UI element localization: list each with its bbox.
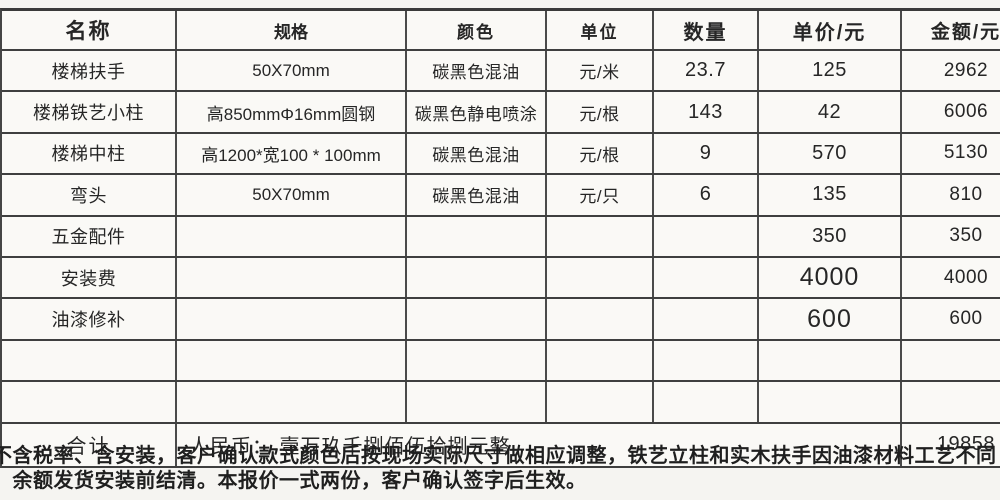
table-cell: 元/米: [547, 51, 654, 91]
table-cell: 350: [902, 217, 1000, 256]
row-label: 五金配件: [2, 216, 177, 256]
table-cell: 4000: [902, 258, 1000, 297]
table-cell: 高850mmΦ16mm圆钢: [177, 92, 407, 132]
table-cell: 42: [759, 92, 902, 132]
column-header: 名称: [2, 11, 177, 49]
table-cell: [547, 216, 654, 256]
row-label: 楼梯中柱: [2, 133, 177, 174]
table-row: 楼梯铁艺小柱 高850mmΦ16mm圆钢 碳黑色静电喷涂 元/根 143 42 6006: [2, 92, 1000, 134]
table-cell: [407, 340, 547, 381]
row-label: 安装费: [2, 257, 177, 298]
note-line-2: ，余额发货安装前结清。本报价一式两份，客户确认签字后生效。: [0, 470, 587, 492]
note-line-1: 不含税率、含安装，客户确认款式颜色后按现场实际尺寸做相应调整，铁艺立柱和实木扶手…: [0, 445, 997, 467]
table-cell: [759, 382, 902, 422]
table-total-row: 合计 人民币： 壹万玖千捌佰伍拾捌元整 19858: [2, 423, 1000, 468]
table-cell: [654, 299, 759, 339]
table-row: 楼梯中柱 高1200*宽100 * 100mm 碳黑色混油 元/根 9 570 5130: [2, 133, 1000, 176]
table-cell: 50X70mm: [177, 51, 407, 91]
table-cell: 570: [759, 133, 902, 174]
table-cell: 6006: [902, 92, 1000, 131]
table-cell: 碳黑色混油: [407, 51, 547, 91]
row-label: 油漆修补: [2, 299, 177, 339]
table-cell: 4000: [759, 257, 902, 298]
table-cell: [177, 257, 407, 298]
quotation-table: 名称 规格 颜色 单位 数量 单价/元 金额/元 楼梯扶手 50X70mm 碳黑色混油 元/米 23…: [0, 8, 1000, 468]
table-cell: 碳黑色静电喷涂: [407, 92, 547, 132]
row-label: [2, 340, 177, 381]
table-cell: [177, 340, 407, 381]
table-row: 弯头 50X70mm 碳黑色混油 元/只 6 135 810: [2, 175, 1000, 217]
table-cell: 碳黑色混油: [407, 175, 547, 215]
table-cell: 350: [759, 216, 902, 256]
table-cell: 碳黑色混油: [407, 133, 547, 174]
table-row: 楼梯扶手 50X70mm 碳黑色混油 元/米 23.7 125 2962: [2, 51, 1000, 93]
table-cell: [547, 257, 654, 298]
table-cell: 135: [759, 175, 902, 215]
table-cell: [547, 299, 654, 339]
column-header: 单位: [547, 11, 654, 49]
table-cell: [759, 340, 902, 381]
row-label: 楼梯铁艺小柱: [2, 92, 177, 132]
column-header: 单价/元: [759, 11, 902, 49]
table-cell: [547, 382, 654, 422]
table-header-row: 名称 规格 颜色 单位 数量 单价/元 金额/元: [2, 11, 1000, 51]
table-cell: [177, 299, 407, 339]
table-cell: 9: [654, 133, 759, 174]
table-cell: [654, 216, 759, 256]
table-cell: [902, 341, 1000, 380]
table-row: 五金配件 350 350: [2, 216, 1000, 258]
table-cell: 2962: [902, 51, 1000, 90]
table-cell: [407, 257, 547, 298]
table-cell: 6: [654, 175, 759, 215]
table-cell: 5130: [902, 134, 1000, 173]
table-cell: 143: [654, 92, 759, 132]
table-cell: 125: [759, 51, 902, 91]
table-cell: [547, 340, 654, 381]
column-header: 金额/元: [902, 11, 1000, 49]
table-cell: 810: [902, 175, 1000, 214]
table-cell: [902, 382, 1000, 421]
total-amount-in-words: 人民币： 壹万玖千捌佰伍拾捌元整: [177, 423, 902, 466]
table-cell: 50X70mm: [177, 175, 407, 215]
row-label: 楼梯扶手: [2, 51, 177, 91]
column-header: 规格: [177, 11, 407, 49]
table-row: [2, 382, 1000, 424]
table-cell: 600: [759, 299, 902, 339]
total-label: 合计: [2, 423, 177, 466]
total-amount-value: 19858: [902, 424, 1000, 466]
table-cell: 元/根: [547, 133, 654, 174]
column-header: 数量: [654, 11, 759, 49]
table-cell: 600: [902, 299, 1000, 338]
table-cell: [407, 299, 547, 339]
table-row: 安装费 4000 4000: [2, 257, 1000, 300]
table-cell: [177, 216, 407, 256]
table-cell: [654, 257, 759, 298]
table-cell: 元/根: [547, 92, 654, 132]
table-body: 楼梯扶手 50X70mm 碳黑色混油 元/米 23.7 125 2962 楼梯铁艺小柱 高850…: [2, 51, 1000, 424]
table-cell: 高1200*宽100 * 100mm: [177, 133, 407, 174]
table-row: 油漆修补 600 600: [2, 299, 1000, 341]
column-header: 颜色: [407, 11, 547, 49]
row-label: 弯头: [2, 175, 177, 215]
table-cell: [654, 382, 759, 422]
table-cell: [407, 382, 547, 422]
table-cell: [407, 216, 547, 256]
table-cell: 元/只: [547, 175, 654, 215]
table-cell: [177, 382, 407, 422]
row-label: [2, 382, 177, 422]
terms-notes: 不含税率、含安装，客户确认款式颜色后按现场实际尺寸做相应调整，铁艺立柱和实木扶手…: [0, 444, 1000, 494]
table-row: [2, 340, 1000, 383]
table-cell: 23.7: [654, 51, 759, 91]
table-cell: [654, 340, 759, 381]
